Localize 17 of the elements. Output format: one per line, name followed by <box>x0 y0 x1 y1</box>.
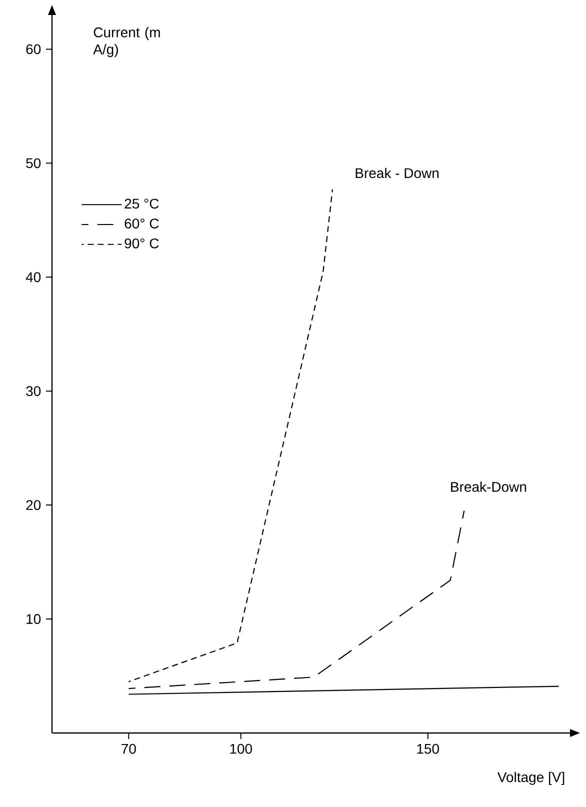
x-tick-label: 70 <box>122 744 136 754</box>
annotation: Break - Down <box>356 168 439 178</box>
annotation: Break-Down <box>451 482 526 492</box>
line-series <box>128 510 465 690</box>
y-tick-label: 60 <box>26 44 41 54</box>
y-tick-label: 10 <box>26 614 41 624</box>
x-tick-label: 150 <box>417 744 440 754</box>
x-axis-title: Voltage [V] <box>497 772 564 785</box>
y-tick-label: 30 <box>26 386 41 396</box>
y-tick-label: 40 <box>26 272 41 282</box>
legend-label: 60° C <box>124 218 159 228</box>
y-tick-label: 50 <box>26 158 41 168</box>
y-tick-label: 20 <box>26 500 41 510</box>
legend-label: 90° C <box>124 238 159 248</box>
x-tick-label: 100 <box>230 744 252 754</box>
legend-label: 25 °C <box>124 198 159 209</box>
y-axis-title: Current (m A/g) <box>93 27 160 58</box>
